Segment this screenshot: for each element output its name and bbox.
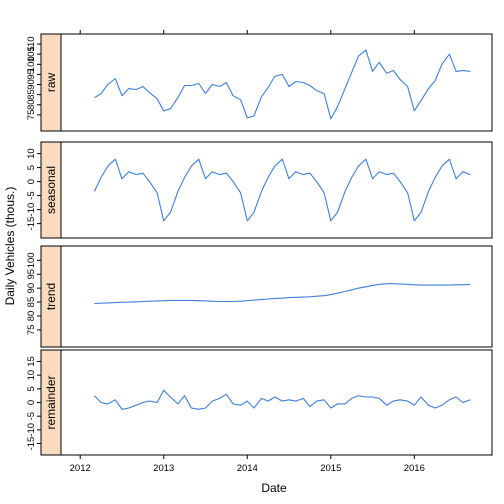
ytick-label-remainder-0: -15: [26, 437, 37, 451]
series-line-seasonal: [93, 158, 471, 222]
frame-raw: [40, 33, 493, 132]
xtick-label-1: 2013: [153, 463, 174, 474]
ytick-label-remainder-1: -10: [26, 423, 37, 437]
strip-label-seasonal: seasonal: [44, 166, 58, 214]
frame-remainder: [40, 349, 493, 456]
ytick-label-raw-3: 90: [26, 79, 37, 90]
series-line-trend: [94, 283, 471, 305]
ytick-label-seasonal-1: -10: [26, 203, 37, 217]
x-axis: 2012 2013 2014 2015 2016: [70, 30, 425, 474]
xtick-label-2: 2014: [237, 463, 258, 474]
ytick-label-trend-4: 95: [26, 269, 37, 280]
ytick-label-raw-4: 95: [26, 69, 37, 80]
xtick-label-0: 2012: [70, 463, 91, 474]
ytick-label-trend-2: 85: [26, 297, 37, 308]
ytick-label-seasonal-4: 5: [26, 165, 37, 170]
ytick-label-raw-0: 75: [26, 110, 37, 121]
ytick-label-seasonal-3: 0: [26, 179, 37, 184]
x-axis-label: Date: [261, 481, 287, 495]
ytick-label-raw-1: 80: [26, 99, 37, 110]
panels-layer: raw7580859095100105110seasonal-15-10-505…: [26, 33, 493, 456]
frame-trend: [40, 245, 493, 348]
strip-label-remainder: remainder: [44, 375, 58, 429]
ytick-label-raw-6: 105: [26, 46, 37, 62]
frame-seasonal: [40, 141, 493, 239]
ytick-label-remainder-5: 10: [26, 370, 37, 381]
ytick-label-remainder-2: -5: [26, 412, 37, 420]
y-axis-label: Daily Vehicles (thous.): [3, 187, 17, 306]
ytick-label-trend-1: 80: [26, 311, 37, 322]
ytick-label-seasonal-0: -15: [26, 217, 37, 231]
panel-remainder: remainder -15-10 -5 0 5 10 15: [26, 349, 493, 456]
ytick-label-seasonal-5: 10: [26, 148, 37, 159]
ytick-label-remainder-4: 5: [26, 386, 37, 391]
xtick-label-3: 2015: [320, 463, 341, 474]
strip-label-trend: trend: [44, 283, 58, 310]
panel-seasonal: seasonal -15-10 -5 0 5 10: [26, 141, 493, 239]
series-line-remainder: [94, 389, 471, 410]
ytick-label-trend-5: 100: [26, 252, 37, 268]
ytick-label-trend-3: 90: [26, 283, 37, 294]
ytick-label-remainder-3: 0: [26, 400, 37, 405]
strip-label-raw: raw: [44, 73, 58, 93]
ytick-label-remainder-6: 15: [26, 356, 37, 367]
ytick-label-trend-0: 75: [26, 325, 37, 336]
ytick-label-raw-7: 110: [26, 36, 37, 51]
ytick-label-raw-5: 100: [26, 56, 37, 72]
ytick-label-seasonal-2: -5: [26, 191, 37, 199]
xtick-label-4: 2016: [404, 463, 425, 474]
series-line-raw: [94, 49, 471, 120]
ytick-label-raw-2: 85: [26, 89, 37, 100]
